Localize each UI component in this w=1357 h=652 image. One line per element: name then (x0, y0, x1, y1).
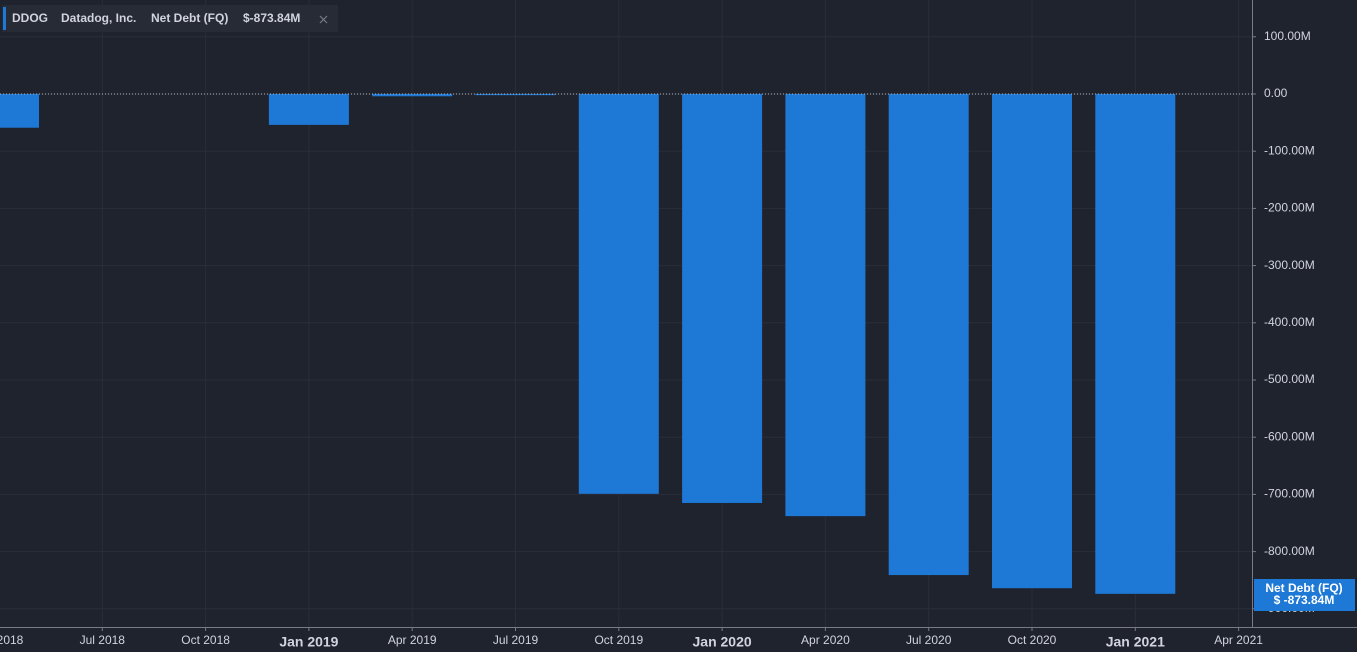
bar (785, 93, 866, 517)
bar (578, 93, 659, 494)
legend-background (2, 5, 338, 32)
legend-swatch (3, 7, 6, 30)
last-value-badge: Net Debt (FQ) $ -873.84M (1254, 579, 1355, 611)
legend-close[interactable] (319, 15, 328, 24)
legend: DDOG Datadog, Inc. Net Debt (FQ) $-873.8… (2, 5, 338, 32)
bar (1095, 93, 1176, 594)
badge-background (1254, 579, 1355, 611)
x-tick-label: Jan 2020 (693, 634, 752, 650)
x-tick-label: Apr 2021 (1214, 633, 1263, 647)
y-tick-label: -800.00M (1264, 544, 1315, 558)
badge-value: $ -873.84M (1274, 593, 1335, 607)
close-stroke (319, 15, 328, 24)
y-tick-label: -700.00M (1264, 487, 1315, 501)
badge-series: Net Debt (FQ) (1265, 581, 1342, 595)
y-tick-label: -600.00M (1264, 429, 1315, 443)
bar (268, 93, 349, 125)
y-tick-label: -400.00M (1264, 315, 1315, 329)
bars (0, 93, 1176, 594)
bar (475, 93, 556, 96)
y-tick-label: -500.00M (1264, 372, 1315, 386)
bar (682, 93, 763, 503)
bar (992, 93, 1072, 589)
legend-value: $-873.84M (243, 11, 300, 25)
x-tick-label: Apr 2018 (0, 633, 24, 647)
bar (372, 93, 453, 97)
y-tick-label: -300.00M (1264, 258, 1315, 272)
x-tick-label: Oct 2019 (594, 633, 643, 647)
x-tick-label: Apr 2020 (801, 633, 850, 647)
bar (0, 93, 39, 128)
y-tick-label: -200.00M (1264, 201, 1315, 215)
x-tick-label: Jan 2019 (279, 634, 338, 650)
legend-symbol: DDOG (12, 11, 48, 25)
y-tick-label: 100.00M (1264, 29, 1311, 43)
x-tick-label: Jul 2020 (906, 633, 952, 647)
legend-company: Datadog, Inc. (61, 11, 136, 25)
y-tick-label: -100.00M (1264, 143, 1315, 157)
bar (888, 93, 969, 576)
x-tick-label: Oct 2018 (181, 633, 230, 647)
x-tick-label: Oct 2020 (1008, 633, 1057, 647)
axes: 100.00M 0.00 -100.00M -200.00M -300.00M -400.… (0, 29, 1315, 650)
x-tick-label: Jul 2019 (493, 633, 539, 647)
y-tick-label: 0.00 (1264, 86, 1288, 100)
x-tick-label: Jul 2018 (80, 633, 126, 647)
x-tick-label: Jan 2021 (1106, 634, 1165, 650)
legend-series: Net Debt (FQ) (151, 11, 228, 25)
x-tick-label: Apr 2019 (388, 633, 437, 647)
